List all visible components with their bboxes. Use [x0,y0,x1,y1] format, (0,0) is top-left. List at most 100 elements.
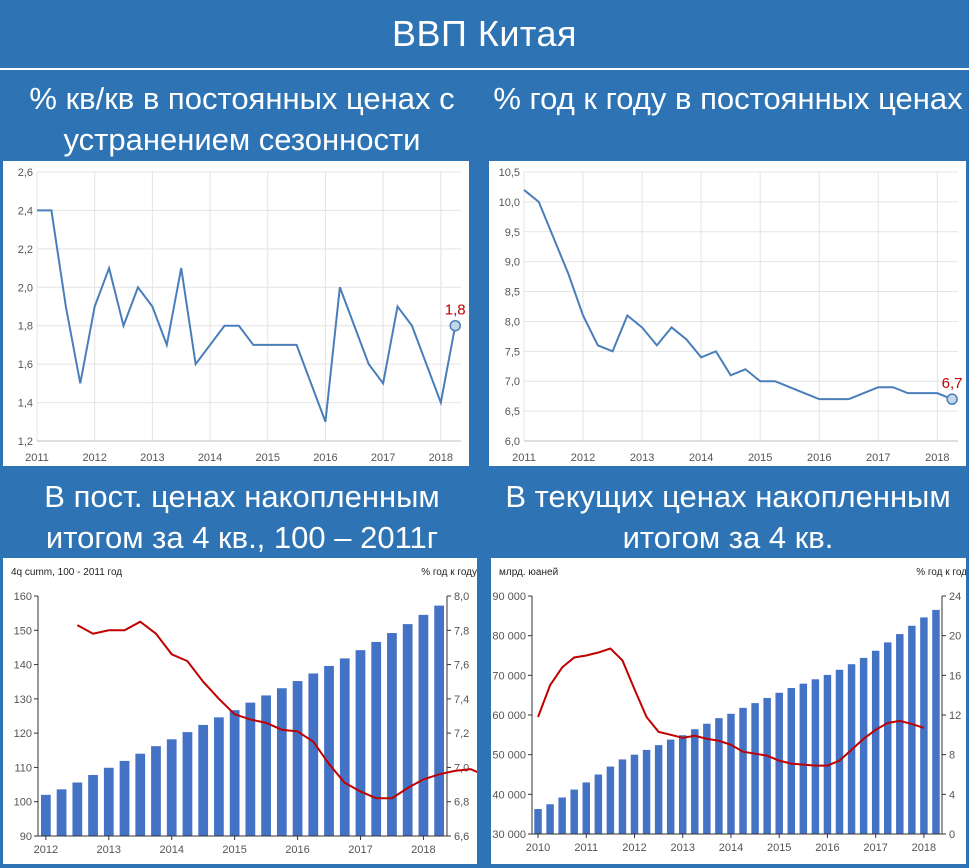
y-tick-label: 2,4 [18,205,33,217]
x-tick-label: 2016 [807,452,831,464]
x-tick-label: 2011 [574,842,598,854]
chart-yoy: 6,0 6,5 7,0 7,5 8,0 8,5 9,0 9,5 10,0 10,5 2011 2012… [499,167,963,464]
last-point-label: 1,8 [445,302,466,319]
bar [88,774,98,836]
y2-tick-label: 6,8 [454,797,469,809]
x-tick-label: 2013 [670,842,694,854]
y-tick-label: 110 [14,762,32,774]
yoy-line [76,620,477,800]
x-tick-label: 2014 [159,844,183,856]
bar [371,641,382,836]
x-tick-label: 2013 [140,452,164,464]
x-tick-label: 2015 [748,452,772,464]
bar [151,746,161,836]
bar [691,729,699,834]
x-tick-label: 2013 [97,844,121,856]
y-tick-label: 2,6 [18,167,33,179]
bar [546,804,554,834]
bar [630,754,639,834]
chart-cumulative-current: млрд. юаней % год к году 30 000 40 000 50 00… [492,567,966,854]
y-tick-label: 150 [14,625,32,637]
bar [339,658,350,836]
y-tick-label: 10,5 [499,167,520,179]
y2-tick-label: 7,4 [454,694,469,706]
bar [751,703,759,834]
bar [166,739,177,836]
bar [787,688,796,834]
bar [40,794,51,836]
x-tick-label: 2017 [348,844,372,856]
x-tick-label: 2018 [429,452,453,464]
y-tick-label: 1,8 [18,321,33,333]
y-tick-label: 8,0 [505,316,520,328]
x-tick-label: 2013 [630,452,654,464]
series-line [523,189,953,401]
x-tick-label: 2018 [925,452,949,464]
chart-cumulative-const: 4q cumm, 100 - 2011 год % год к году 90 100… [11,567,477,856]
series-line [37,209,457,423]
y2-axis-title: % год к году [916,567,966,578]
y2-tick-label: 8,0 [454,591,469,603]
bar [763,697,771,834]
bar [678,735,687,834]
bar [582,782,591,834]
x-tick-label: 2015 [767,842,791,854]
y-tick-label: 6,5 [505,406,520,418]
bar [642,749,651,834]
chart-panel-yoy: 6,0 6,5 7,0 7,5 8,0 8,5 9,0 9,5 10,0 10,5 2011 2012… [489,161,966,466]
x-tick-label: 2018 [912,842,936,854]
x-tick-label: 2017 [866,452,890,464]
y2-tick-label: 7,0 [454,762,469,774]
y-tick-label: 60 000 [492,710,526,722]
bar [402,624,413,836]
bar [434,605,445,836]
y-tick-label: 9,0 [505,257,520,269]
bar [811,679,820,834]
y2-tick-label: 16 [949,670,961,682]
x-tick-label: 2016 [815,842,839,854]
bar [594,774,603,834]
bar [534,809,542,834]
bar [896,634,904,834]
bar [908,625,916,834]
x-tick-label: 2011 [25,452,49,464]
y-tick-label: 6,0 [505,436,520,448]
y2-tick-label: 8 [949,750,955,762]
y-tick-label: 40 000 [492,789,526,801]
bar [920,617,928,834]
panel-title-yoy: % год к году в постоянных ценах [493,81,963,116]
panel-title-qoq: % кв/кв в постоянных ценах с устранением… [29,81,455,157]
y2-tick-label: 6,6 [454,831,469,843]
y-tick-label: 1,6 [18,359,33,371]
y-tick-label: 130 [14,694,32,706]
bar [418,614,429,836]
bar [387,633,397,836]
x-tick-label: 2014 [689,452,713,464]
y2-tick-label: 7,6 [454,660,469,672]
bar [103,767,114,836]
x-tick-label: 2010 [526,842,550,854]
chart-panel-cumulative-current: млрд. юаней % год к году 30 000 40 000 50 00… [491,558,966,864]
y-axis-title: 4q cumm, 100 - 2011 год [11,567,122,578]
bar [308,673,319,836]
y2-axis-title: % год к году [421,567,477,578]
bar [654,745,663,834]
last-point-marker [449,319,461,332]
y-tick-label: 50 000 [492,750,526,762]
y-tick-label: 9,5 [505,227,520,239]
y-tick-label: 90 000 [492,591,526,603]
x-tick-label: 2018 [411,844,435,856]
bar [727,713,735,834]
yoy-line [537,647,925,767]
bar [703,723,711,834]
x-tick-label: 2017 [863,842,887,854]
y-tick-label: 90 [20,831,32,843]
bar [859,657,868,834]
bar [570,789,578,834]
last-point-label: 6,7 [942,375,963,392]
x-tick-label: 2012 [34,844,58,856]
bar [932,609,940,834]
bar [355,650,366,836]
x-tick-label: 2016 [313,452,337,464]
y-tick-label: 1,4 [18,398,33,410]
